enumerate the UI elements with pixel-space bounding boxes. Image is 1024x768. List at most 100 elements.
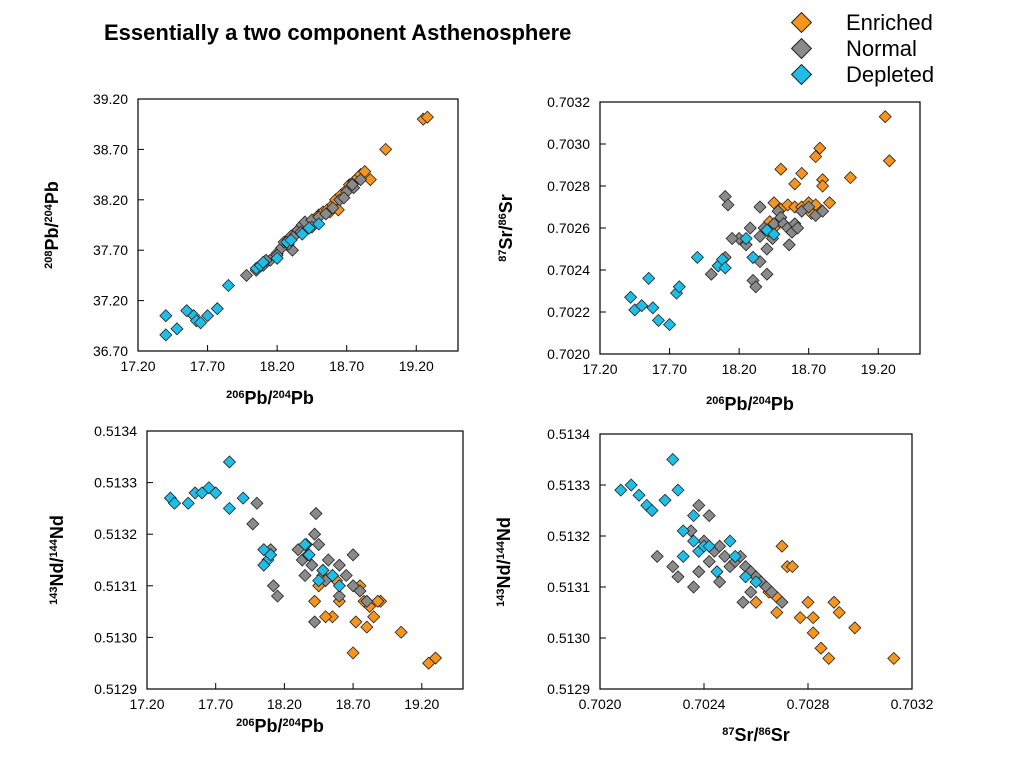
y-tick-label: 0.5129 [547,681,590,697]
data-point-depleted [312,574,326,588]
data-point-normal [360,594,374,608]
data-point-normal [305,558,319,572]
data-point-depleted [642,271,656,285]
data-point-depleted [728,549,742,563]
data-point-enriched [806,611,820,625]
data-point-enriched [832,605,846,620]
x-tick-label: 17.70 [198,696,233,712]
data-point-depleted [170,322,184,336]
data-point-depleted [295,227,309,241]
data-point-enriched [801,595,815,609]
y-tick-label: 0.5132 [547,528,590,544]
data-point-depleted [666,452,680,467]
legend-label-enriched: Enriched [846,10,933,35]
data-point-depleted [221,278,236,293]
data-point-depleted [624,478,638,492]
data-point-enriched [813,141,827,155]
data-point-enriched [848,621,862,635]
data-point-normal [337,191,351,205]
data-point-depleted [746,250,760,264]
data-point-enriched [809,150,823,164]
y-tick-label: 36.70 [93,343,128,359]
data-point-normal [332,589,346,603]
data-point-normal [765,585,779,599]
data-point-depleted [723,534,737,548]
y-axis-label: 87Sr/86Sr [496,194,516,262]
y-tick-label: 39.20 [93,91,128,107]
y-tick-label: 0.5130 [94,629,137,645]
data-point-depleted [222,455,237,469]
legend-item-depleted: Depleted [786,62,986,88]
data-point-depleted [180,304,194,318]
data-point-depleted [222,501,237,515]
data-point-enriched [767,196,781,210]
data-point-normal [246,517,260,531]
data-point-enriched [749,595,763,609]
data-point-depleted [181,496,195,510]
data-point-normal [687,580,701,594]
data-point-enriched [308,594,322,608]
x-tick-label: 18.20 [267,696,302,712]
x-tick-label: 0.7028 [787,696,830,712]
data-point-normal [760,267,774,281]
x-tick-label: 17.20 [582,361,617,377]
data-point-normal [308,615,322,629]
plot-frame [599,433,913,690]
data-point-normal [650,549,664,563]
data-point-depleted [710,565,724,579]
data-point-enriched [775,539,789,553]
data-point-normal [721,198,735,212]
y-tick-label: 0.5132 [94,526,137,542]
data-point-depleted [662,318,677,332]
legend-label-normal: Normal [846,36,917,61]
data-point-enriched [774,162,788,176]
data-point-normal [250,496,264,510]
data-point-depleted [302,221,316,235]
data-point-depleted [672,280,686,294]
data-point-enriched [319,610,333,624]
data-point-depleted [658,493,672,507]
data-point-enriched [843,171,858,185]
y-tick-label: 0.5133 [547,477,590,493]
data-point-normal [713,539,727,553]
x-tick-label: 18.70 [336,696,371,712]
data-point-normal [713,575,727,589]
data-point-normal [270,589,285,603]
data-point-depleted [645,503,659,518]
data-point-depleted [159,309,173,323]
y-tick-label: 0.5131 [94,578,137,594]
data-point-enriched [379,142,393,156]
data-point-depleted [325,568,340,583]
data-point-enriched [793,611,807,625]
x-tick-label: 17.70 [652,361,687,377]
data-point-depleted [646,301,660,315]
data-point-depleted [194,316,208,330]
data-point-normal [725,231,739,246]
data-point-enriched [371,594,385,608]
x-axis-label: 206Pb/204Pb [226,388,314,408]
data-point-enriched [788,177,802,191]
data-point-normal [753,229,767,243]
data-point-enriched [887,651,901,665]
data-point-enriched [422,656,436,670]
legend-item-normal: Normal [786,36,986,62]
data-point-enriched [363,173,377,187]
x-tick-label: 19.20 [404,696,439,712]
scatter-plot-3: 17.20 17.70 18.20 18.70 19.20 0.5129 0.5130 0.5… [47,423,464,736]
y-tick-label: 0.7020 [547,346,590,362]
y-tick-label: 0.7022 [547,304,590,320]
data-point-normal [308,527,322,541]
data-point-enriched [878,110,892,124]
y-tick-label: 38.70 [93,141,128,157]
x-tick-label: 19.20 [399,358,434,374]
data-point-depleted [298,537,312,552]
legend-label-depleted: Depleted [846,62,935,87]
data-point-depleted [284,233,298,247]
data-point-normal [666,560,680,574]
data-point-enriched [785,560,799,574]
data-point-normal [346,548,360,562]
data-point-depleted [302,548,316,562]
data-point-enriched [394,625,408,639]
data-point-normal [326,201,340,215]
data-point-enriched [816,179,830,193]
